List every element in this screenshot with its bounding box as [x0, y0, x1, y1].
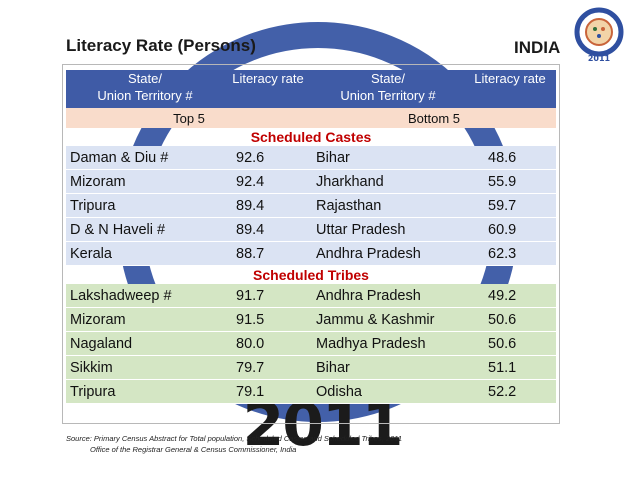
top-rate: 91.7: [224, 284, 312, 308]
table-row: Mizoram 92.4 Jharkhand 55.9: [66, 169, 556, 194]
table-row: Mizoram 91.5 Jammu & Kashmir 50.6: [66, 307, 556, 332]
source-note: Source: Primary Census Abstract for Tota…: [66, 433, 546, 455]
bottom-rate: 59.7: [464, 193, 556, 218]
table-row: D & N Haveli # 89.4 Uttar Pradesh 60.9: [66, 217, 556, 242]
top-rate: 92.4: [224, 169, 312, 194]
bottom-rate: 51.1: [464, 355, 556, 380]
source-line-2: Office of the Registrar General & Census…: [90, 445, 297, 454]
top-rate: 88.7: [224, 241, 312, 266]
census-of-india-logo-icon: 2011: [574, 7, 624, 63]
header-row: State/Union Territory # Literacy rate St…: [66, 70, 556, 108]
top-rate: 79.7: [224, 355, 312, 380]
bottom-state: Jammu & Kashmir: [312, 307, 464, 332]
bottom-rate: 55.9: [464, 169, 556, 194]
bottom-state: Odisha: [312, 379, 464, 404]
top-state: D & N Haveli #: [66, 217, 224, 242]
section-row-st: Scheduled Tribes: [66, 266, 556, 285]
logo-year: 2011: [588, 54, 611, 63]
table-row: Daman & Diu # 92.6 Bihar 48.6: [66, 146, 556, 170]
header-literacy-top: Literacy rate: [224, 70, 312, 108]
section-label-st: Scheduled Tribes: [253, 267, 369, 283]
top-state: Tripura: [66, 379, 224, 404]
header-state-bottom: State/Union Territory #: [312, 70, 464, 108]
table-row: Sikkim 79.7 Bihar 51.1: [66, 355, 556, 380]
bottom-state: Bihar: [312, 146, 464, 170]
bottom-rate: 62.3: [464, 241, 556, 266]
top-rate: 92.6: [224, 146, 312, 170]
country-label: INDIA: [514, 38, 561, 57]
bottom-5-label: Bottom 5: [312, 108, 556, 128]
table-row: Tripura 79.1 Odisha 52.2: [66, 379, 556, 404]
table-frame: [62, 64, 560, 424]
bottom-state: Jharkhand: [312, 169, 464, 194]
top-state: Daman & Diu #: [66, 146, 224, 170]
bottom-state: Andhra Pradesh: [312, 241, 464, 266]
top-state: Kerala: [66, 241, 224, 266]
section-label-sc: Scheduled Castes: [250, 129, 372, 145]
table-row: Nagaland 80.0 Madhya Pradesh 50.6: [66, 331, 556, 356]
bottom-state: Uttar Pradesh: [312, 217, 464, 242]
subheader-row: Top 5 Bottom 5: [66, 108, 556, 128]
top-state: Lakshadweep #: [66, 284, 224, 308]
bottom-rate: 48.6: [464, 146, 556, 170]
header-literacy-bottom: Literacy rate: [464, 70, 556, 108]
top-rate: 89.4: [224, 193, 312, 218]
top-state: Sikkim: [66, 355, 224, 380]
top-rate: 91.5: [224, 307, 312, 332]
top-state: Tripura: [66, 193, 224, 218]
bottom-rate: 52.2: [464, 379, 556, 404]
table-row: Tripura 89.4 Rajasthan 59.7: [66, 193, 556, 218]
bottom-rate: 60.9: [464, 217, 556, 242]
top-rate: 89.4: [224, 217, 312, 242]
bottom-rate: 50.6: [464, 307, 556, 332]
table-row: Kerala 88.7 Andhra Pradesh 62.3: [66, 241, 556, 266]
section-row-sc: Scheduled Castes: [66, 128, 556, 146]
bottom-state: Madhya Pradesh: [312, 331, 464, 356]
top-state: Nagaland: [66, 331, 224, 356]
top-5-label: Top 5: [66, 108, 312, 128]
header-state-top: State/Union Territory #: [66, 70, 224, 108]
literacy-table: State/Union Territory # Literacy rate St…: [66, 70, 556, 404]
top-rate: 79.1: [224, 379, 312, 404]
source-line-1: Source: Primary Census Abstract for Tota…: [66, 434, 403, 443]
page-title: Literacy Rate (Persons): [66, 36, 256, 55]
bottom-state: Bihar: [312, 355, 464, 380]
table-row: Lakshadweep # 91.7 Andhra Pradesh 49.2: [66, 284, 556, 308]
bottom-rate: 50.6: [464, 331, 556, 356]
bottom-rate: 49.2: [464, 284, 556, 308]
top-rate: 80.0: [224, 331, 312, 356]
top-state: Mizoram: [66, 307, 224, 332]
top-state: Mizoram: [66, 169, 224, 194]
bottom-state: Rajasthan: [312, 193, 464, 218]
bottom-state: Andhra Pradesh: [312, 284, 464, 308]
